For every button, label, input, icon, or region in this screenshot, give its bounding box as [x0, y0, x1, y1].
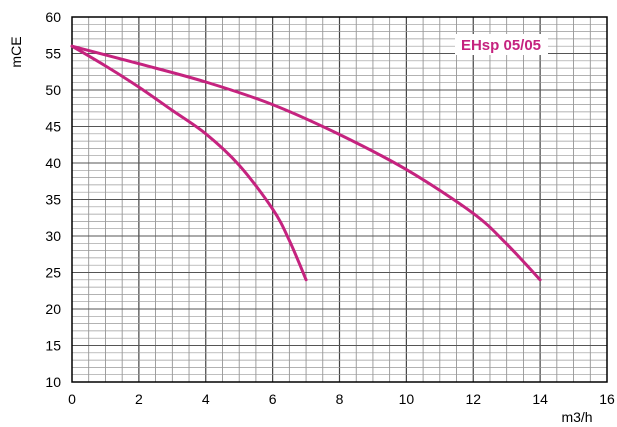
chart-grid — [72, 17, 607, 382]
curves — [70, 44, 542, 282]
y-axis-label: mCE — [8, 36, 24, 67]
y-tick-label: 30 — [45, 228, 61, 244]
x-tick-label: 12 — [465, 391, 481, 407]
curve-2 — [70, 44, 542, 282]
x-tick-labels: 0 2 4 6 8 10 12 14 16 — [68, 391, 615, 407]
x-tick-label: 6 — [269, 391, 277, 407]
y-tick-label: 40 — [45, 155, 61, 171]
y-tick-label: 20 — [45, 301, 61, 317]
series-label: EHsp 05/05 — [461, 37, 541, 54]
y-tick-label: 25 — [45, 265, 61, 281]
x-tick-label: 8 — [336, 391, 344, 407]
x-tick-label: 14 — [532, 391, 548, 407]
curve-1 — [70, 44, 308, 282]
y-tick-label: 15 — [45, 338, 61, 354]
y-tick-label: 35 — [45, 192, 61, 208]
y-tick-labels: 10 15 20 25 30 35 40 45 50 55 60 — [45, 9, 61, 390]
x-axis-label: m3/h — [561, 409, 592, 425]
x-tick-label: 16 — [599, 391, 615, 407]
plot-frame — [71, 16, 608, 383]
x-tick-label: 4 — [202, 391, 210, 407]
x-tick-label: 2 — [135, 391, 143, 407]
x-tick-label: 0 — [68, 391, 76, 407]
series-label-box — [455, 34, 548, 55]
y-tick-label: 10 — [45, 374, 61, 390]
y-tick-label: 55 — [45, 46, 61, 62]
y-tick-label: 60 — [45, 9, 61, 25]
y-tick-label: 45 — [45, 119, 61, 135]
x-tick-label: 10 — [399, 391, 415, 407]
y-tick-label: 50 — [45, 82, 61, 98]
